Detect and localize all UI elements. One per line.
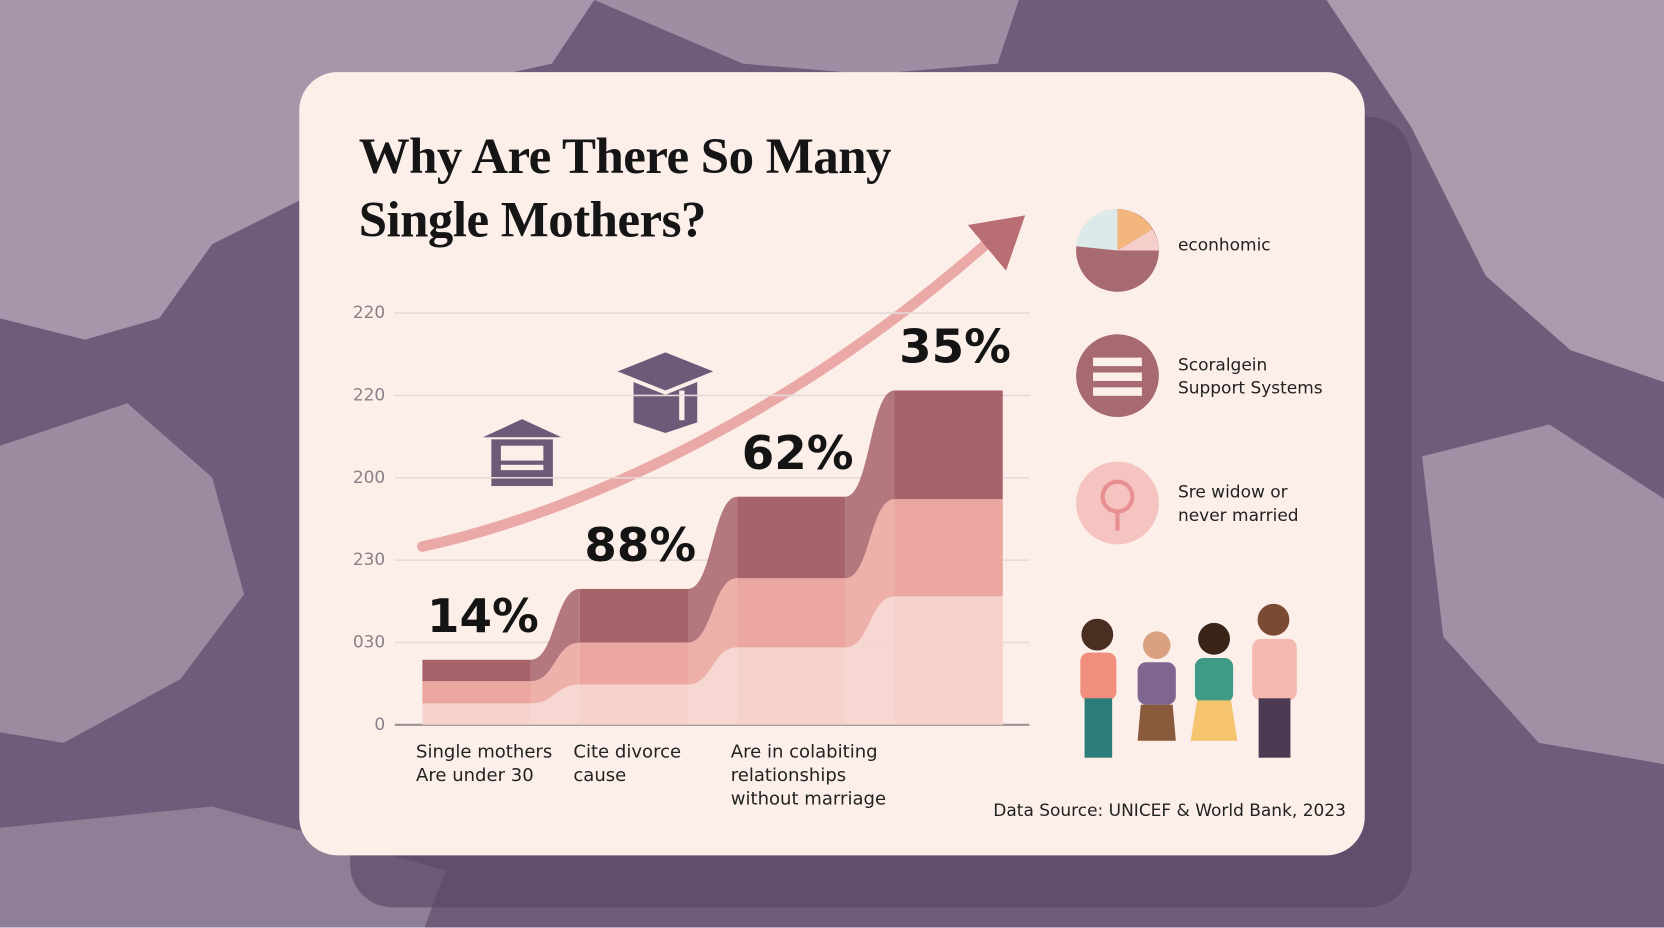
x-tick-label: Are in colabiting relationships without … [730, 741, 887, 810]
stacked-segment [737, 496, 846, 579]
side-item: econhomic [1177, 234, 1271, 255]
step-transition [845, 596, 895, 725]
step-transition [845, 390, 895, 579]
stacked-segment [579, 642, 688, 685]
bank-icon [482, 419, 562, 487]
step-transition [530, 588, 580, 682]
side-icons [1076, 209, 1159, 545]
stacked-segment [422, 659, 531, 682]
stacked-segment [737, 578, 846, 648]
map-land [1326, 0, 1664, 383]
trend-arrow [417, 233, 998, 552]
y-tick-label: 230 [353, 550, 385, 570]
step-transition [530, 684, 580, 725]
stacked-segment [579, 684, 688, 725]
step-transition [530, 642, 580, 704]
arrow-head [967, 215, 1026, 271]
annotation: 35% [899, 321, 1011, 375]
stacked-segment [894, 390, 1003, 500]
stacked-segment [737, 647, 846, 725]
annotation: 62% [742, 427, 854, 481]
annotation: 88% [584, 519, 696, 573]
step-transition [687, 496, 738, 643]
stacked-segment [894, 499, 1003, 597]
y-tick-label: 220 [353, 385, 385, 405]
step-transition [845, 499, 895, 648]
source-note: Data Source: UNICEF & World Bank, 2023 [993, 800, 1346, 821]
people-illustration [1080, 603, 1297, 758]
map-land [594, 0, 1019, 75]
side-item: Scoralgein Support Systems [1177, 354, 1323, 398]
y-tick-label: 030 [353, 632, 385, 652]
map-land [0, 403, 245, 743]
y-tick-label: 200 [353, 468, 385, 488]
graduation-cap-icon [617, 352, 714, 433]
stacked-segment [422, 681, 531, 704]
chart-layer: 0 030 230 200 220 220 14% 88% 62% 35% [353, 303, 1030, 735]
map-land [0, 806, 446, 928]
y-tick-label: 220 [353, 303, 385, 323]
x-tick-label: Single mothers Are under 30 [415, 741, 553, 787]
stacked-segment [894, 596, 1003, 725]
step-transition [687, 578, 738, 685]
annotation: 14% [427, 590, 539, 644]
stacked-segment [579, 588, 688, 643]
step-transition [687, 647, 738, 725]
stacked-segment [422, 703, 531, 725]
chart-title: Why Are There So Many Single Mothers? [358, 128, 892, 249]
side-item: Sre widow or never married [1177, 481, 1299, 526]
x-tick-label: Cite divorce cause [573, 741, 682, 787]
y-tick-label: 0 [374, 715, 385, 735]
map-land [1422, 424, 1664, 765]
